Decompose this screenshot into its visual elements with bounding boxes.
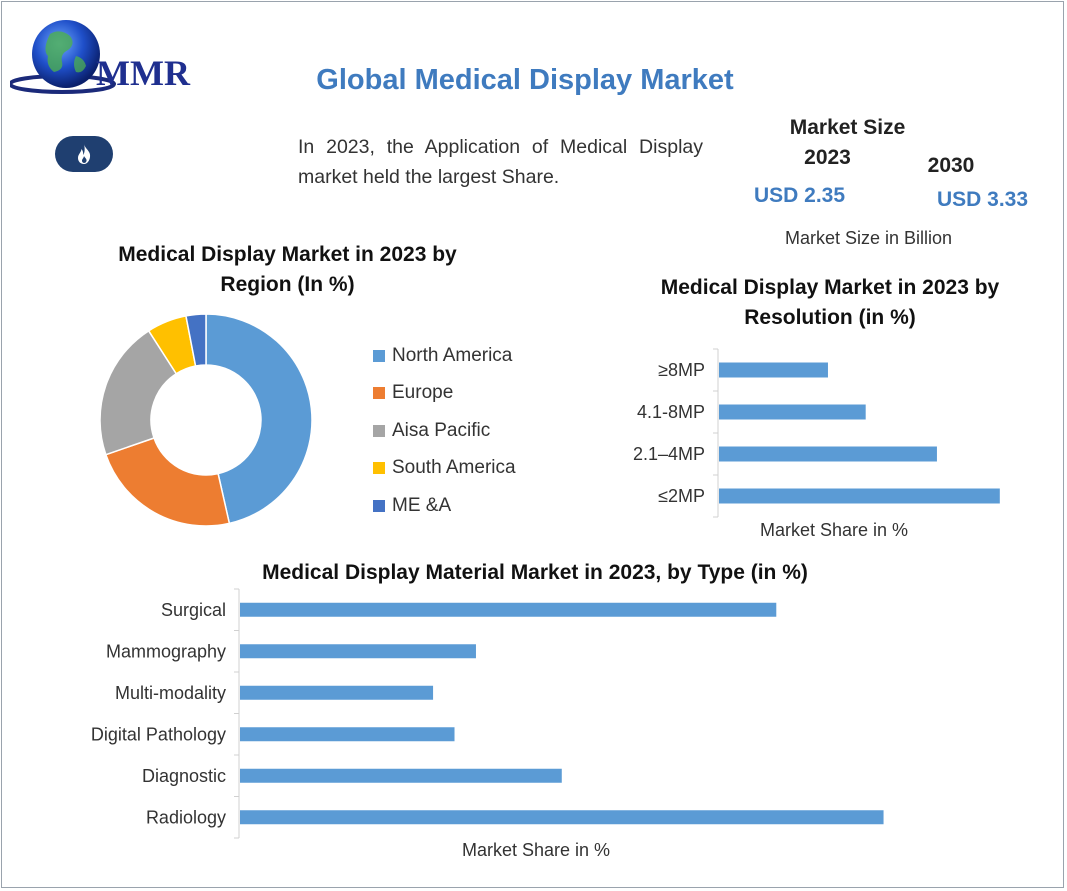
logo: MMR: [10, 16, 210, 96]
legend-swatch: [373, 387, 385, 400]
donut-slice-aisa-pacific: [99, 329, 178, 456]
legend-swatch: [373, 424, 385, 437]
globe-icon: [10, 20, 116, 94]
market-size-title: Market Size: [789, 116, 906, 139]
market-size-value-2030: USD 3.33: [937, 188, 1029, 211]
bar-surgical: [240, 602, 777, 617]
tick-label-radiology: Radiology: [146, 807, 226, 827]
tick-label-multi-modality: Multi-modality: [115, 683, 226, 703]
tick-label-digital-pathology: Digital Pathology: [91, 724, 226, 744]
market-size-year-2023: 2023: [804, 146, 851, 169]
market-size-value-2023: USD 2.35: [754, 184, 846, 207]
bar-multi-modality: [240, 685, 434, 700]
page-title: Global Medical Display Market: [316, 64, 734, 96]
legend-item-me-a: ME &A: [373, 487, 516, 525]
intro-text: In 2023, the Application of Medical Disp…: [298, 136, 703, 188]
legend-item-aisa-pacific: Aisa Pacific: [373, 412, 516, 450]
legend-swatch: [373, 462, 385, 475]
donut-slice-europe: [104, 437, 231, 527]
legend-swatch: [373, 499, 385, 512]
fire-icon: [78, 144, 91, 164]
bar-radiology: [240, 810, 884, 825]
resolution-chart-title: Medical Display Market in 2023 by Resolu…: [630, 273, 1030, 333]
tick-label-diagnostic: Diagnostic: [142, 766, 226, 786]
bar-digital-pathology: [240, 727, 455, 742]
tick-label-4-1-8mp: 4.1-8MP: [637, 402, 705, 422]
bar-2mp: [719, 488, 1000, 504]
tick-label-surgical: Surgical: [161, 600, 226, 620]
market-size-year-2030: 2030: [927, 154, 975, 177]
type-chart-title: Medical Display Material Market in 2023,…: [262, 561, 808, 584]
legend-swatch: [373, 349, 385, 362]
legend-item-north-america: North America: [373, 337, 516, 375]
tick-label-2mp: ≤2MP: [658, 486, 705, 506]
legend-label: Aisa Pacific: [392, 419, 491, 441]
legend-item-south-america: South America: [373, 450, 516, 488]
legend-label: South America: [392, 457, 516, 479]
bar-diagnostic: [240, 768, 562, 783]
x-axis-label: Market Share in %: [462, 840, 610, 860]
type-bar-chart: Surgical Mammography Multi-modality Digital…: [91, 588, 884, 860]
tick-label-2-1-4mp: 2.1–4MP: [633, 444, 705, 464]
region-donut-chart: [99, 313, 313, 527]
legend-label: ME &A: [392, 494, 452, 516]
tick-label-mammography: Mammography: [106, 641, 226, 661]
fire-badge: [55, 136, 113, 172]
region-legend: North America Europe Aisa Pacific South Ame…: [373, 337, 516, 525]
bar-4-1-8mp: [719, 404, 866, 420]
legend-label: North America: [392, 344, 513, 366]
bar-8mp: [719, 362, 828, 378]
region-chart-title-line1: Medical Display Market in 2023 by: [118, 243, 457, 266]
tick-label-8mp: ≥8MP: [658, 360, 705, 380]
resolution-bar-chart: ≥8MP 4.1-8MP 2.1–4MP ≤2MP Market Share in %: [633, 348, 1000, 540]
market-size-unit: Market Size in Billion: [785, 228, 953, 248]
bar-mammography: [240, 644, 476, 659]
legend-label: Europe: [392, 382, 454, 404]
region-chart-title-line2: Region (In %): [220, 273, 355, 296]
resolution-chart-title-line1: Medical Display Market in 2023 by: [660, 276, 1000, 299]
x-axis-label: Market Share in %: [760, 520, 908, 540]
region-chart-title: Medical Display Market in 2023 by Region…: [60, 240, 515, 300]
logo-text: MMR: [96, 53, 190, 93]
legend-item-europe: Europe: [373, 375, 516, 413]
resolution-chart-title-line2: Resolution (in %): [744, 306, 916, 329]
bar-2-1-4mp: [719, 446, 937, 462]
donut-slice-north-america: [205, 313, 313, 525]
donut-slice-me-a: [185, 313, 207, 367]
